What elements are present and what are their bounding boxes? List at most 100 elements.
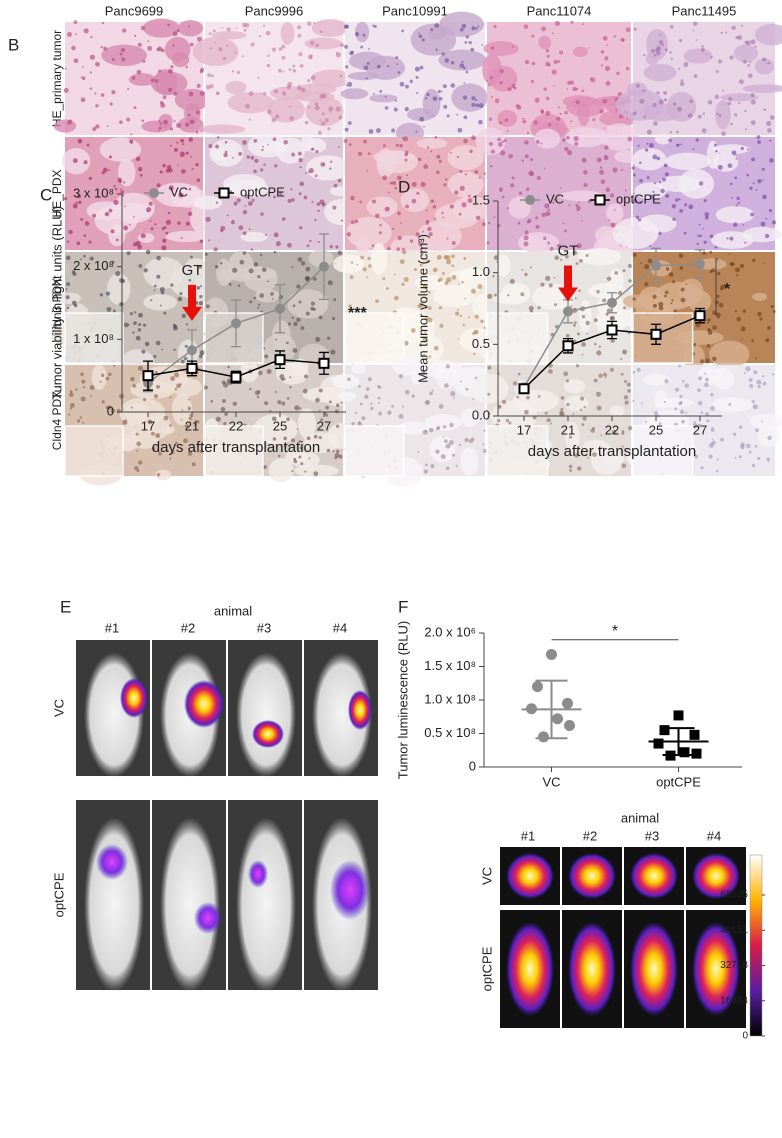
y-axis-label: Mean tumor volume (cm³) — [415, 234, 430, 383]
texture-dot — [71, 300, 77, 306]
texture-dot — [436, 427, 440, 431]
texture-dot — [120, 188, 122, 191]
texture-blob — [143, 18, 180, 38]
texture-dot — [271, 416, 277, 422]
texture-dot — [304, 275, 310, 281]
texture-dot — [703, 240, 707, 244]
y-tick-label: 1.0 — [472, 264, 490, 279]
texture-dot — [605, 187, 611, 193]
texture-dot — [208, 143, 213, 148]
texture-dot — [326, 448, 331, 453]
texture-dot — [698, 181, 704, 186]
point — [650, 328, 662, 340]
texture-dot — [409, 239, 414, 243]
texture-dot — [637, 144, 640, 147]
texture-dot — [653, 411, 659, 416]
histology-image — [615, 21, 782, 136]
texture-dot — [477, 25, 480, 28]
texture-dot — [574, 297, 577, 300]
texture-dot — [337, 250, 343, 255]
texture-dot — [640, 402, 643, 405]
texture-dot — [701, 45, 704, 48]
texture-dot — [70, 402, 75, 408]
texture-dot — [545, 96, 550, 101]
texture-dot — [574, 321, 577, 324]
texture-dot — [287, 444, 291, 448]
texture-dot — [399, 143, 403, 148]
texture-dot — [103, 46, 108, 51]
texture-dot — [108, 155, 113, 159]
texture-dot — [620, 372, 624, 376]
texture-dot — [219, 261, 223, 265]
texture-dot — [465, 35, 470, 39]
texture-dot — [639, 98, 645, 104]
texture-dot — [731, 150, 737, 156]
texture-dot — [438, 96, 443, 101]
texture-dot — [639, 178, 643, 183]
texture-dot — [706, 321, 710, 324]
texture-dot — [685, 411, 688, 414]
texture-dot — [470, 47, 475, 52]
texture-dot — [750, 120, 756, 126]
texture-dot — [767, 460, 770, 463]
texture-dot — [501, 399, 507, 405]
annotation: * — [724, 281, 731, 298]
tumor-signal — [630, 852, 678, 900]
texture-dot — [488, 412, 491, 415]
texture-dot — [446, 259, 452, 265]
texture-dot — [750, 93, 755, 98]
texture-dot — [196, 36, 202, 42]
texture-dot — [565, 379, 570, 383]
texture-dot — [248, 91, 254, 97]
texture-blob — [559, 190, 605, 202]
texture-dot — [559, 50, 564, 55]
texture-dot — [395, 56, 399, 60]
texture-dot — [318, 409, 321, 412]
texture-dot — [644, 264, 650, 270]
texture-dot — [563, 371, 569, 377]
texture-dot — [653, 53, 657, 57]
tumor-image — [686, 910, 746, 1028]
texture-dot — [184, 122, 190, 127]
texture-dot — [499, 81, 503, 85]
texture-dot — [361, 416, 366, 421]
texture-dot — [750, 99, 756, 105]
texture-blob — [331, 373, 360, 389]
texture-dot — [348, 304, 352, 308]
texture-dot — [273, 232, 279, 238]
texture-dot — [365, 77, 368, 80]
texture-dot — [135, 335, 141, 341]
texture-dot — [736, 316, 741, 322]
texture-dot — [90, 395, 92, 397]
texture-dot — [735, 204, 738, 207]
texture-dot — [257, 306, 260, 309]
texture-dot — [273, 89, 279, 94]
texture-dot — [147, 45, 153, 51]
texture-dot — [277, 454, 281, 458]
texture-dot — [464, 41, 468, 44]
texture-blob — [637, 214, 677, 234]
tumor-signal — [692, 852, 740, 900]
texture-dot — [131, 76, 136, 80]
texture-dot — [200, 284, 203, 288]
texture-dot — [100, 93, 105, 97]
x-tick-label: VC — [542, 774, 560, 789]
texture-dot — [296, 284, 301, 289]
point — [538, 731, 549, 743]
texture-blob — [177, 20, 204, 37]
texture-blob — [538, 35, 552, 50]
texture-blob — [372, 150, 414, 164]
texture-dot — [153, 284, 157, 288]
texture-dot — [425, 209, 428, 212]
texture-dot — [613, 209, 616, 211]
texture-dot — [161, 245, 167, 251]
texture-dot — [596, 405, 602, 411]
texture-dot — [574, 142, 579, 146]
texture-dot — [574, 453, 579, 458]
texture-dot — [632, 253, 637, 257]
texture-dot — [224, 412, 228, 416]
x-tick-label: 21 — [561, 422, 575, 437]
luminescence — [348, 690, 372, 730]
histology-image — [340, 11, 488, 144]
texture-dot — [127, 87, 130, 91]
